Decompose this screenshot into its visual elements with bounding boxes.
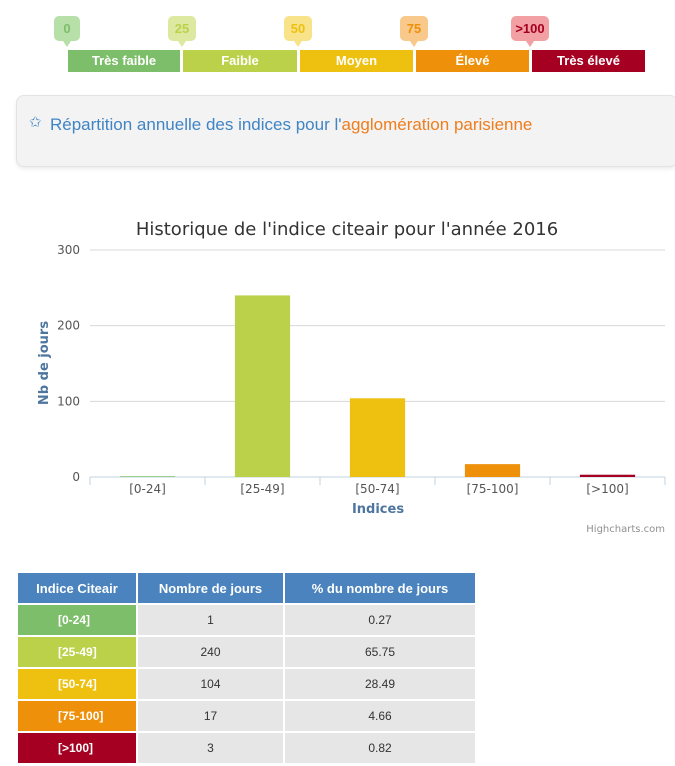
- y-tick-label: 100: [57, 394, 80, 408]
- row-class: [>100]: [18, 731, 138, 763]
- x-axis-title: Indices: [352, 502, 404, 517]
- band-moyen: Moyen: [300, 50, 413, 72]
- y-tick-label: 0: [72, 470, 80, 484]
- chart-svg: Historique de l'indice citeair pour l'an…: [37, 219, 666, 535]
- x-tick-label: [0-24]: [129, 482, 166, 496]
- table-row: [>100] 3 0.82: [18, 731, 477, 763]
- scale-tick-25: 25: [168, 16, 196, 47]
- bar-0[interactable]: [119, 476, 176, 477]
- row-days: 240: [137, 635, 285, 668]
- band-tres-eleve: Très élevé: [532, 50, 645, 72]
- scale-tick-75: 75: [400, 16, 428, 47]
- row-percent: 28.49: [284, 667, 477, 700]
- band-faible: Faible: [183, 50, 297, 72]
- bar-4[interactable]: [579, 474, 636, 477]
- table-header-row: Indice Citeair Nombre de jours % du nomb…: [18, 573, 477, 604]
- bar-3[interactable]: [464, 464, 521, 477]
- row-days: 1: [137, 603, 285, 636]
- band-tres-faible: Très faible: [68, 50, 180, 72]
- bar-chart: Historique de l'indice citeair pour l'an…: [0, 200, 675, 550]
- table-row: [50-74] 104 28.49: [18, 667, 477, 700]
- band-eleve: Élevé: [416, 50, 529, 72]
- star-icon: ✩: [29, 114, 42, 131]
- data-table: Indice Citeair Nombre de jours % du nomb…: [18, 573, 477, 763]
- row-class: [0-24]: [18, 603, 138, 636]
- section-header: ✩ Répartition annuelle des indices pour …: [16, 95, 675, 167]
- table-row: [0-24] 1 0.27: [18, 603, 477, 636]
- row-days: 3: [137, 731, 285, 763]
- row-class: [75-100]: [18, 699, 138, 732]
- header-jours: Nombre de jours: [137, 573, 285, 604]
- y-axis-title: Nb de jours: [37, 321, 52, 405]
- header-indice: Indice Citeair: [18, 573, 138, 604]
- bar-1[interactable]: [234, 295, 291, 477]
- row-days: 104: [137, 667, 285, 700]
- scale-tick-50: 50: [284, 16, 312, 47]
- chart-credits[interactable]: Highcharts.com: [586, 524, 665, 535]
- section-title-place: agglomération parisienne: [341, 115, 533, 134]
- row-class: [50-74]: [18, 667, 138, 700]
- row-percent: 65.75: [284, 635, 477, 668]
- index-scale: 0 25 50 75 >100 Très faible Faible Moyen…: [0, 0, 675, 80]
- header-pourcentage: % du nombre de jours: [284, 573, 477, 604]
- table-row: [75-100] 17 4.66: [18, 699, 477, 732]
- row-days: 17: [137, 699, 285, 732]
- row-percent: 4.66: [284, 699, 477, 732]
- scale-tick-100: >100: [511, 16, 549, 47]
- y-tick-label: 300: [57, 243, 80, 257]
- x-tick-label: [75-100]: [467, 482, 519, 496]
- x-tick-label: [>100]: [586, 482, 628, 496]
- x-tick-label: [25-49]: [240, 482, 284, 496]
- y-tick-label: 200: [57, 319, 80, 333]
- x-tick-label: [50-74]: [355, 482, 399, 496]
- row-class: [25-49]: [18, 635, 138, 668]
- bar-2[interactable]: [349, 398, 406, 477]
- section-title: Répartition annuelle des indices pour l'…: [50, 115, 532, 135]
- row-percent: 0.27: [284, 603, 477, 636]
- chart-title: Historique de l'indice citeair pour l'an…: [136, 219, 558, 240]
- section-title-main: Répartition annuelle des indices pour l': [50, 115, 342, 134]
- table-row: [25-49] 240 65.75: [18, 635, 477, 668]
- row-percent: 0.82: [284, 731, 477, 763]
- scale-tick-0: 0: [54, 16, 80, 47]
